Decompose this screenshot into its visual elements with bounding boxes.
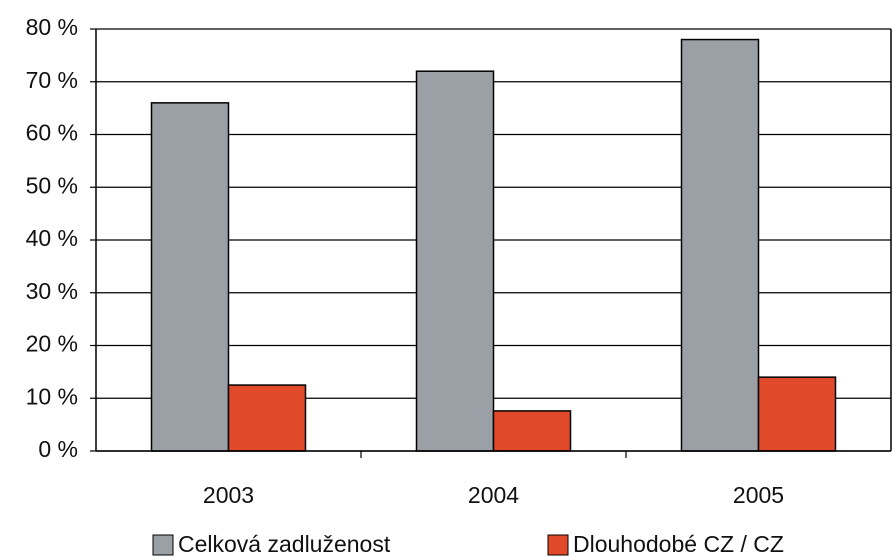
bar [757,376,837,452]
bar [680,38,760,452]
y-tick-label: 40 % [26,225,78,251]
legend-swatch [152,534,174,556]
bar [227,384,307,452]
y-tick-label: 30 % [26,278,78,304]
y-tick-label: 50 % [26,172,78,198]
y-tick-label: 10 % [26,383,78,409]
legend-label: Celková zadluženost [178,531,391,557]
y-tick-label: 0 % [38,436,78,462]
bar [150,102,230,452]
legend-label: Dlouhodobé CZ / CZ [573,531,784,557]
x-tick-label: 2005 [733,482,784,508]
y-tick-label: 70 % [26,67,78,93]
legend-swatch [547,534,569,556]
y-tick-label: 20 % [26,331,78,357]
y-tick-label: 80 % [26,14,78,40]
y-tick-label: 60 % [26,120,78,146]
bar [415,70,495,452]
x-tick-label: 2003 [203,482,254,508]
bar [492,410,572,452]
x-tick-label: 2004 [468,482,519,508]
